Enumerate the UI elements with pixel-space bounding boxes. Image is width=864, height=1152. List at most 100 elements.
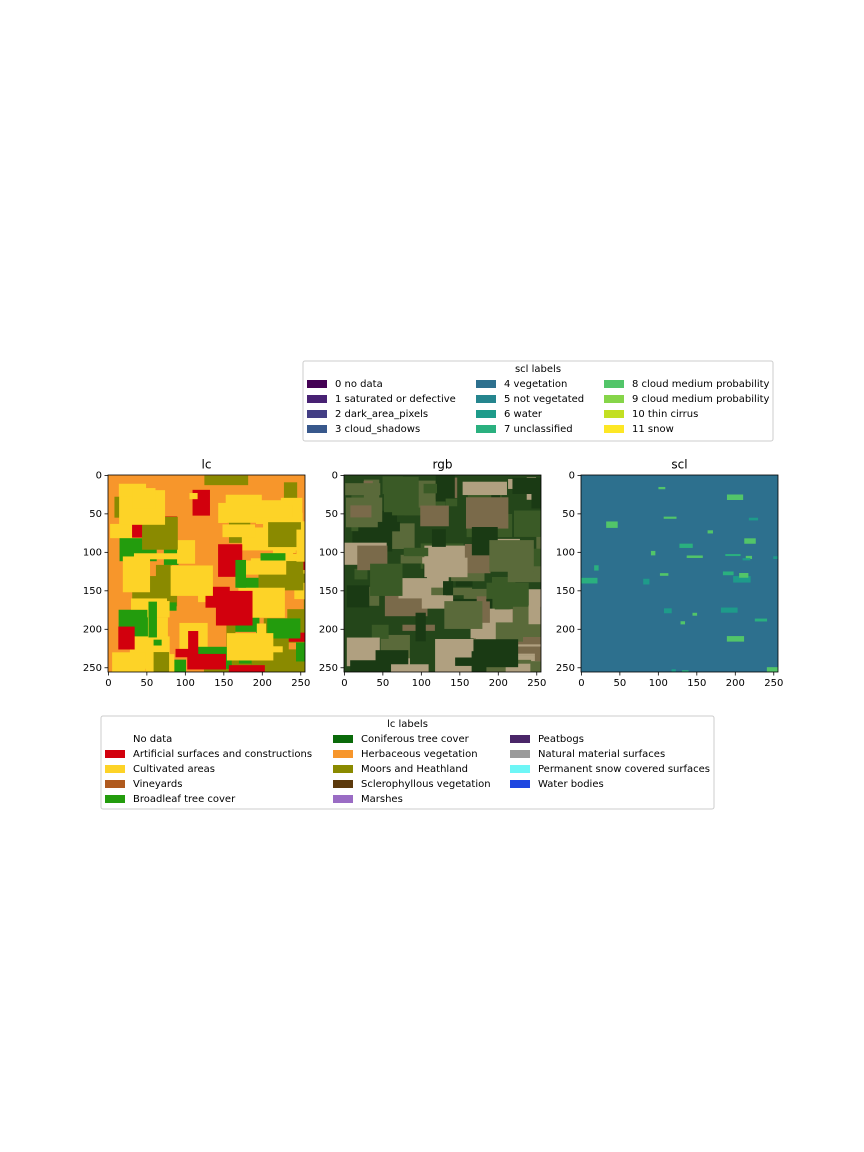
legend-title: lc labels: [387, 719, 428, 730]
legend-label: 1 saturated or defective: [335, 394, 456, 405]
image-patch: [289, 573, 305, 583]
image-patch: [581, 577, 598, 584]
image: [344, 475, 541, 672]
legend-swatch: [307, 395, 327, 403]
image-patch: [228, 665, 265, 672]
image-patch: [739, 572, 749, 578]
image-patch: [463, 588, 490, 601]
x-tick-label: 100: [649, 678, 668, 689]
legend-swatch: [333, 765, 353, 773]
x-tick-label: 0: [578, 678, 584, 689]
legend-label: 9 cloud medium probability: [632, 394, 770, 405]
x-tick-label: 150: [214, 678, 233, 689]
image-patch: [243, 560, 287, 575]
image-patch: [400, 554, 439, 564]
legend-swatch: [510, 750, 530, 758]
image-patch: [536, 535, 541, 562]
legend-label: Sclerophyllous vegetation: [361, 779, 491, 790]
image-patch: [403, 547, 429, 557]
y-tick-label: 150: [83, 586, 102, 597]
image-patch: [350, 660, 384, 672]
legend-label: 3 cloud_shadows: [335, 424, 420, 435]
image-patch: [371, 624, 389, 639]
x-tick-label: 150: [687, 678, 706, 689]
x-tick-label: 250: [527, 678, 546, 689]
image-patch: [531, 482, 541, 509]
legend-label: Permanent snow covered surfaces: [538, 764, 710, 775]
y-tick-label: 200: [83, 624, 102, 635]
image-patch: [188, 631, 199, 658]
x-tick-label: 250: [291, 678, 310, 689]
image-patch: [745, 555, 753, 560]
image-patch: [235, 559, 247, 588]
image-patch: [272, 646, 283, 653]
image-patch: [748, 517, 759, 521]
legend-label: Peatbogs: [538, 734, 584, 745]
image-patch: [267, 618, 301, 639]
x-tick-label: 250: [764, 678, 783, 689]
image-patch: [744, 538, 756, 544]
axes-frame: [580, 474, 779, 673]
image-patch: [679, 543, 693, 548]
image-patch: [742, 558, 751, 561]
image-patch: [686, 555, 703, 558]
legend-label: 2 dark_area_pixels: [335, 409, 428, 420]
legend-swatch: [510, 765, 530, 773]
x-tick-label: 100: [412, 678, 431, 689]
legend-label: No data: [133, 734, 172, 745]
image-patch: [268, 522, 301, 548]
x-tick-label: 50: [613, 678, 626, 689]
legend-swatch: [476, 425, 496, 433]
legend-label: 0 no data: [335, 379, 383, 390]
axes-frame: [343, 474, 542, 673]
y-tick-label: 0: [96, 470, 102, 481]
image-patch: [133, 553, 179, 560]
image-patch: [189, 492, 198, 500]
image-patch: [534, 649, 541, 662]
image-patch: [443, 581, 454, 596]
image-patch: [226, 617, 236, 647]
image-patch: [733, 576, 751, 583]
legend-swatch: [105, 795, 125, 803]
legend-label: Herbaceous vegetation: [361, 749, 478, 760]
legend-swatch: [307, 425, 327, 433]
legend-swatch: [604, 395, 624, 403]
image-patch: [112, 652, 146, 672]
legend-swatch: [333, 780, 353, 788]
image-patch: [508, 646, 541, 654]
legend-label: Vineyards: [133, 779, 182, 790]
image-patch: [175, 648, 198, 658]
image-patch: [345, 483, 381, 496]
image-patch: [148, 601, 157, 638]
legend-label: Water bodies: [538, 779, 604, 790]
legend-box: [100, 715, 715, 810]
legend-title: scl labels: [515, 364, 561, 375]
image-patch: [659, 573, 669, 576]
image-patch: [370, 563, 403, 596]
x-tick-label: 100: [176, 678, 195, 689]
legend-swatch: [105, 780, 125, 788]
y-tick-label: 200: [556, 624, 575, 635]
image-patch: [238, 577, 265, 589]
image-patch: [420, 505, 449, 527]
image-patch: [773, 556, 778, 560]
image-patch: [505, 663, 531, 672]
image-patch: [153, 652, 170, 672]
image-patch: [249, 505, 293, 518]
image-patch: [215, 590, 253, 626]
legend-swatch: [105, 750, 125, 758]
image-patch: [725, 554, 741, 557]
y-tick-label: 100: [319, 547, 338, 558]
legend-label: 4 vegetation: [504, 379, 567, 390]
image-patch: [296, 529, 305, 562]
y-tick-label: 50: [325, 509, 338, 520]
y-tick-label: 250: [556, 663, 575, 674]
image-patch: [462, 481, 507, 496]
image-patch: [465, 497, 509, 529]
image: [581, 475, 778, 672]
x-tick-label: 0: [341, 678, 347, 689]
legend-swatch: [476, 410, 496, 418]
image-patch: [256, 623, 267, 635]
